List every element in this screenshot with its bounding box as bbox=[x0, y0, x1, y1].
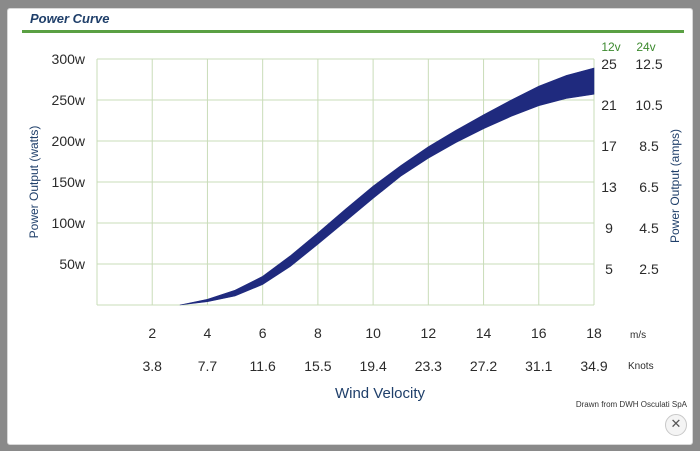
x-tick-label-ms: 14 bbox=[476, 325, 492, 341]
power-band-area bbox=[179, 67, 595, 306]
x-tick-label-knots: 27.2 bbox=[470, 358, 497, 374]
x-tick-label-ms: 4 bbox=[204, 325, 212, 341]
chart-title: Power Curve bbox=[30, 11, 110, 26]
y-tick-label: 300w bbox=[52, 51, 86, 67]
x-tick-label-ms: 2 bbox=[148, 325, 156, 341]
y-axis-title-right: Power Output (amps) bbox=[668, 129, 682, 243]
right-tick-12v: 13 bbox=[601, 179, 617, 195]
y-tick-label: 200w bbox=[52, 133, 86, 149]
right-tick-24v: 6.5 bbox=[639, 179, 659, 195]
x-tick-label-knots: 34.9 bbox=[580, 358, 607, 374]
x-tick-label-ms: 18 bbox=[586, 325, 602, 341]
right-tick-24v: 12.5 bbox=[635, 56, 662, 72]
right-tick-24v: 10.5 bbox=[635, 97, 662, 113]
x-tick-label-ms: 8 bbox=[314, 325, 322, 341]
x-tick-label-knots: 23.3 bbox=[415, 358, 442, 374]
y-tick-label: 50w bbox=[59, 256, 86, 272]
x-tick-label-knots: 7.7 bbox=[198, 358, 218, 374]
x-tick-label-knots: 3.8 bbox=[142, 358, 162, 374]
right-tick-24v: 2.5 bbox=[639, 261, 659, 277]
right-tick-12v: 5 bbox=[605, 261, 613, 277]
y-tick-label: 250w bbox=[52, 92, 86, 108]
right-tick-12v: 9 bbox=[605, 220, 613, 236]
x-tick-label-knots: 31.1 bbox=[525, 358, 552, 374]
x-tick-label-ms: 6 bbox=[259, 325, 267, 341]
right-tick-12v: 17 bbox=[601, 138, 617, 154]
x-tick-label-ms: 10 bbox=[365, 325, 381, 341]
right-header-24v: 24v bbox=[636, 40, 655, 54]
right-tick-24v: 4.5 bbox=[639, 220, 659, 236]
right-tick-12v: 25 bbox=[601, 56, 617, 72]
y-axis-title-left: Power Output (watts) bbox=[27, 126, 41, 239]
x-tick-label-knots: 19.4 bbox=[359, 358, 386, 374]
x-tick-label-knots: 11.6 bbox=[250, 358, 276, 374]
x-axis-title: Wind Velocity bbox=[335, 385, 426, 402]
x-unit-ms: m/s bbox=[630, 330, 646, 341]
y-tick-label: 150w bbox=[52, 174, 86, 190]
right-tick-12v: 21 bbox=[601, 97, 617, 113]
credit-text: Drawn from DWH Osculati SpA bbox=[576, 400, 688, 409]
x-tick-label-ms: 16 bbox=[531, 325, 547, 341]
right-tick-24v: 8.5 bbox=[639, 138, 659, 154]
x-unit-knots: Knots bbox=[628, 361, 654, 372]
x-tick-label-knots: 15.5 bbox=[304, 358, 331, 374]
x-tick-label-ms: 12 bbox=[421, 325, 437, 341]
title-underline bbox=[22, 30, 684, 33]
right-header-12v: 12v bbox=[601, 40, 620, 54]
y-tick-label: 100w bbox=[52, 215, 86, 231]
close-icon[interactable]: ✕ bbox=[665, 414, 687, 436]
